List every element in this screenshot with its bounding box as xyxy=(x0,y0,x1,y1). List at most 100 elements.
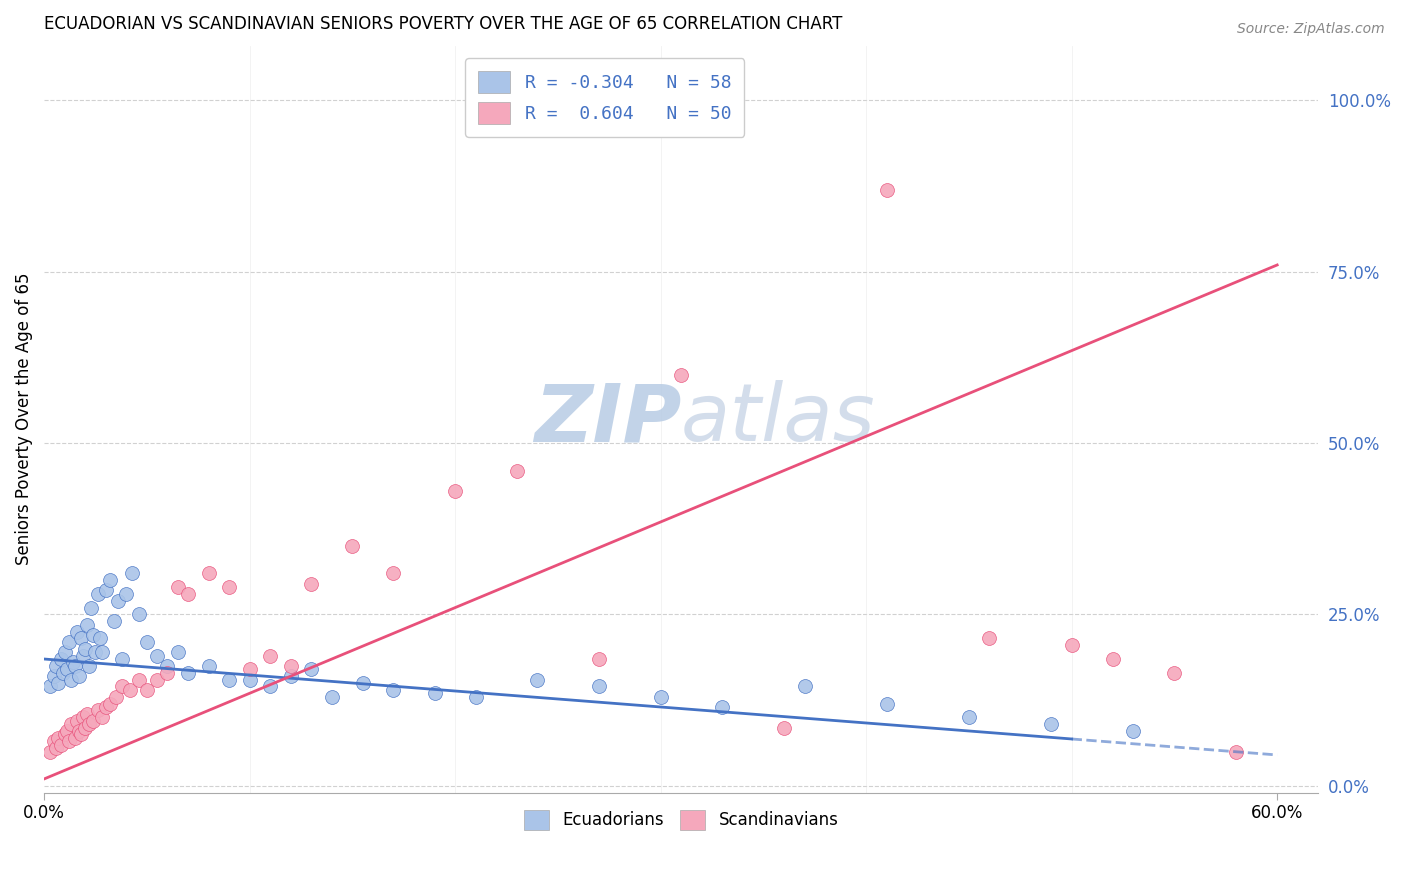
Point xyxy=(121,566,143,581)
Point xyxy=(72,648,94,663)
Point xyxy=(53,727,76,741)
Point xyxy=(650,690,672,704)
Point xyxy=(75,641,97,656)
Point xyxy=(979,632,1001,646)
Point xyxy=(67,723,90,738)
Y-axis label: Seniors Poverty Over the Age of 65: Seniors Poverty Over the Age of 65 xyxy=(15,273,32,566)
Point xyxy=(342,539,364,553)
Point xyxy=(111,680,134,694)
Point xyxy=(63,731,86,745)
Point xyxy=(86,703,108,717)
Point xyxy=(177,665,200,680)
Point xyxy=(669,368,692,382)
Point xyxy=(1060,638,1083,652)
Point xyxy=(299,662,322,676)
Point xyxy=(58,635,80,649)
Point xyxy=(120,682,142,697)
Point xyxy=(128,673,150,687)
Point xyxy=(82,628,104,642)
Point xyxy=(49,652,72,666)
Point xyxy=(48,731,70,745)
Point xyxy=(280,658,302,673)
Text: ECUADORIAN VS SCANDINAVIAN SENIORS POVERTY OVER THE AGE OF 65 CORRELATION CHART: ECUADORIAN VS SCANDINAVIAN SENIORS POVER… xyxy=(44,15,842,33)
Point xyxy=(299,576,322,591)
Point xyxy=(128,607,150,622)
Point xyxy=(166,580,188,594)
Point xyxy=(135,682,157,697)
Point xyxy=(876,697,898,711)
Point xyxy=(94,583,117,598)
Point xyxy=(115,587,138,601)
Point xyxy=(146,648,169,663)
Point xyxy=(76,617,98,632)
Point xyxy=(98,697,121,711)
Point xyxy=(773,721,796,735)
Point xyxy=(105,690,128,704)
Point xyxy=(45,741,67,756)
Point xyxy=(67,669,90,683)
Point xyxy=(711,700,734,714)
Point xyxy=(1101,652,1123,666)
Point xyxy=(1040,717,1063,731)
Point xyxy=(588,652,610,666)
Point xyxy=(1225,745,1247,759)
Point xyxy=(66,624,89,639)
Point xyxy=(146,673,169,687)
Text: ZIP: ZIP xyxy=(534,380,681,458)
Point xyxy=(526,673,548,687)
Point xyxy=(89,632,111,646)
Point xyxy=(280,669,302,683)
Point xyxy=(59,717,82,731)
Point xyxy=(239,662,262,676)
Point xyxy=(58,734,80,748)
Point xyxy=(103,615,125,629)
Point xyxy=(66,714,89,728)
Point xyxy=(197,566,219,581)
Point xyxy=(382,566,405,581)
Point xyxy=(86,587,108,601)
Point xyxy=(39,680,62,694)
Point xyxy=(957,710,980,724)
Point xyxy=(259,680,281,694)
Point xyxy=(55,662,77,676)
Point xyxy=(352,676,374,690)
Point xyxy=(111,652,134,666)
Point xyxy=(94,700,117,714)
Point xyxy=(876,183,898,197)
Point xyxy=(239,673,262,687)
Point xyxy=(55,723,77,738)
Point xyxy=(90,645,112,659)
Point xyxy=(588,680,610,694)
Point xyxy=(177,587,200,601)
Point xyxy=(72,710,94,724)
Point xyxy=(156,658,179,673)
Point xyxy=(98,573,121,587)
Point xyxy=(793,680,815,694)
Point xyxy=(75,721,97,735)
Point xyxy=(197,658,219,673)
Point xyxy=(79,717,101,731)
Point xyxy=(84,645,107,659)
Point xyxy=(156,665,179,680)
Point xyxy=(321,690,343,704)
Point xyxy=(382,682,405,697)
Point xyxy=(44,734,66,748)
Point xyxy=(1122,723,1144,738)
Point xyxy=(218,580,240,594)
Point xyxy=(464,690,486,704)
Point xyxy=(135,635,157,649)
Point xyxy=(423,686,446,700)
Point xyxy=(52,665,75,680)
Point xyxy=(44,669,66,683)
Point xyxy=(48,676,70,690)
Point xyxy=(444,484,467,499)
Point xyxy=(218,673,240,687)
Text: atlas: atlas xyxy=(681,380,876,458)
Point xyxy=(70,727,93,741)
Point xyxy=(45,658,67,673)
Point xyxy=(506,464,529,478)
Text: Source: ZipAtlas.com: Source: ZipAtlas.com xyxy=(1237,22,1385,37)
Point xyxy=(82,714,104,728)
Point xyxy=(70,632,93,646)
Point xyxy=(166,645,188,659)
